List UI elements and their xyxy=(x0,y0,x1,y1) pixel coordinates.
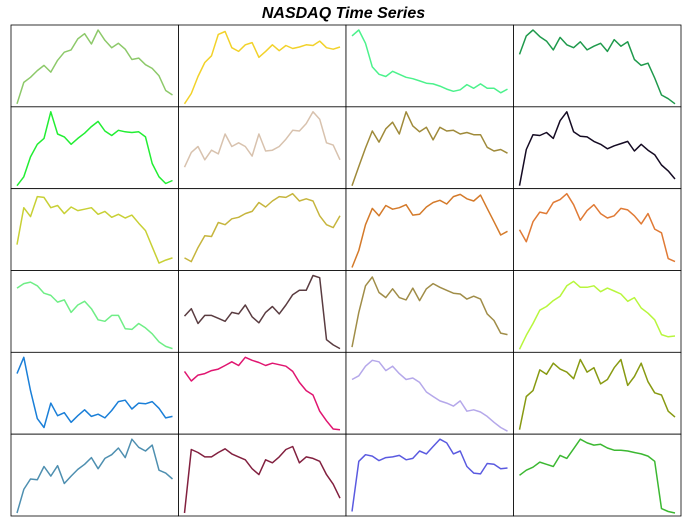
subplot-13 xyxy=(10,270,179,353)
subplot-15 xyxy=(345,270,514,353)
subplot-6 xyxy=(178,106,347,190)
series-line-1 xyxy=(16,29,173,105)
series-line-5 xyxy=(16,111,173,187)
subplot-3 xyxy=(345,24,514,108)
series-line-6 xyxy=(183,111,341,168)
subplot-frame xyxy=(345,188,514,271)
series-line-21 xyxy=(16,438,173,514)
series-line-8 xyxy=(518,111,676,186)
subplot-frame xyxy=(513,270,682,353)
subplot-frame xyxy=(178,433,347,517)
subplot-frame xyxy=(513,188,682,271)
series-line-9 xyxy=(16,195,173,264)
series-line-3 xyxy=(351,29,508,94)
series-line-7 xyxy=(351,111,508,186)
series-line-22 xyxy=(183,445,341,514)
series-line-2 xyxy=(183,30,341,105)
subplot-24 xyxy=(513,433,682,517)
series-line-14 xyxy=(183,274,341,350)
series-line-18 xyxy=(183,356,341,431)
subplot-frame xyxy=(513,351,682,435)
subplot-frame xyxy=(345,24,514,108)
subplot-frame xyxy=(345,270,514,353)
subplot-frame xyxy=(345,106,514,190)
subplot-4 xyxy=(513,24,682,108)
subplot-18 xyxy=(178,351,347,435)
series-line-24 xyxy=(519,438,676,514)
subplot-frame xyxy=(513,433,682,517)
chart-title: NASDAQ Time Series xyxy=(261,5,426,22)
subplot-5 xyxy=(10,106,179,190)
subplot-16 xyxy=(513,270,682,353)
series-line-16 xyxy=(518,280,676,350)
subplot-8 xyxy=(513,106,682,190)
series-line-12 xyxy=(518,192,676,263)
subplot-frame xyxy=(345,351,514,435)
subplot-frame xyxy=(10,270,179,353)
subplot-12 xyxy=(513,188,682,271)
subplot-11 xyxy=(345,188,514,271)
subplot-2 xyxy=(178,24,347,108)
series-line-15 xyxy=(351,276,508,348)
subplot-frame xyxy=(345,433,514,517)
series-line-19 xyxy=(351,359,508,432)
subplot-frame xyxy=(178,351,347,435)
series-line-4 xyxy=(518,29,676,105)
subplot-10 xyxy=(178,188,347,271)
subplot-frame xyxy=(10,351,179,435)
subplot-frame xyxy=(10,433,179,517)
series-line-13 xyxy=(16,281,173,350)
subplot-frame xyxy=(513,106,682,190)
subplot-22 xyxy=(178,433,347,517)
subplot-19 xyxy=(345,351,514,435)
subplot-21 xyxy=(10,433,179,517)
subplot-20 xyxy=(513,351,682,435)
subplot-1 xyxy=(10,24,179,108)
subplot-23 xyxy=(345,433,514,517)
subplot-17 xyxy=(10,351,179,435)
subplot-frame xyxy=(10,106,179,190)
series-line-17 xyxy=(16,356,173,429)
subplot-14 xyxy=(178,270,347,353)
subplot-9 xyxy=(10,188,179,271)
subplot-frame xyxy=(178,188,347,271)
series-line-20 xyxy=(518,358,676,430)
subplot-frame xyxy=(513,24,682,108)
series-line-23 xyxy=(351,438,508,512)
subplot-frame xyxy=(178,106,347,190)
series-line-10 xyxy=(184,192,341,263)
subplot-7 xyxy=(345,106,514,190)
series-line-11 xyxy=(351,193,508,268)
